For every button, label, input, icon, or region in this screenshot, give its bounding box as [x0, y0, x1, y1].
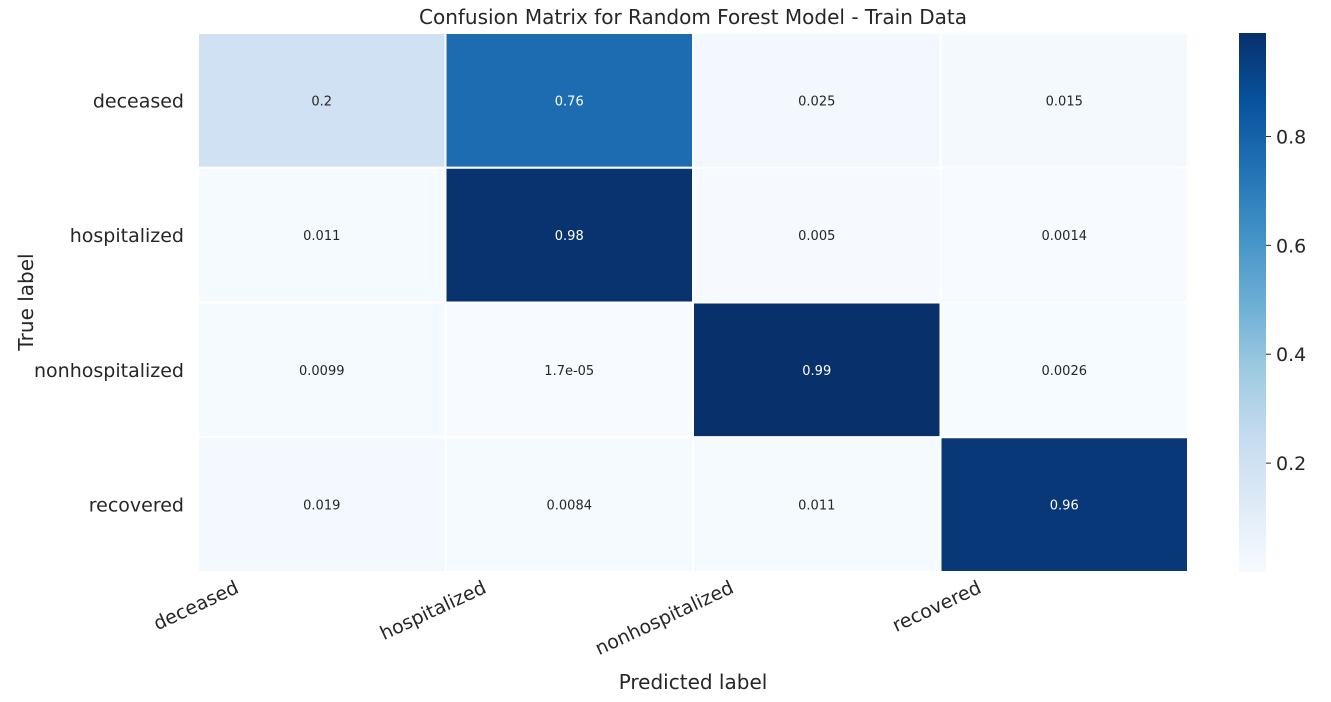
- x-tick-label: hospitalized: [377, 577, 490, 645]
- y-tick-label: hospitalized: [70, 225, 184, 247]
- y-tick-label: deceased: [93, 90, 184, 112]
- heatmap-cell: [939, 436, 1189, 573]
- cell-value-label: 0.015: [1046, 94, 1083, 109]
- x-tick-label: recovered: [889, 577, 985, 637]
- cell-value-label: 0.76: [555, 94, 584, 109]
- cell-value-label: 0.019: [303, 499, 340, 514]
- colorbar-gradient: [1239, 33, 1266, 572]
- cell-value-label: 0.005: [798, 229, 835, 244]
- cell-value-label: 0.011: [303, 229, 340, 244]
- colorbar-tick-label: 0.4: [1276, 344, 1306, 366]
- colorbar-tick-label: 0.2: [1276, 453, 1306, 475]
- cell-value-label: 0.2: [311, 94, 332, 109]
- heatmap-cell: [444, 166, 694, 304]
- heatmap-cell: [197, 166, 447, 304]
- cell-value-label: 1.7e-05: [544, 364, 594, 379]
- cell-value-label: 0.011: [798, 499, 835, 514]
- cell-value-label: 0.0099: [299, 364, 345, 379]
- heatmap-cell: [692, 32, 942, 169]
- heatmap-cell: [692, 436, 942, 573]
- cell-value-label: 0.0084: [547, 499, 593, 514]
- heatmap-cell: [444, 301, 694, 439]
- colorbar: 0.2 0.4 0.6 0.8: [1239, 33, 1306, 572]
- heatmap-cell: [444, 436, 694, 573]
- x-tick-label: deceased: [150, 577, 242, 635]
- heatmap-cell: [939, 32, 1189, 169]
- y-tick-labels: deceased hospitalized nonhospitalized recov…: [34, 90, 184, 516]
- x-axis-label: Predicted label: [619, 670, 768, 694]
- heatmap-cell: [939, 166, 1189, 304]
- cell-value-label: 0.98: [555, 229, 584, 244]
- heatmap-cell: [197, 436, 447, 573]
- y-axis-label: True label: [14, 253, 38, 351]
- heatmap-cells: 0.2 0.76 0.025 0.015 0.011 0.98 0.005 0.0014 0.0…: [197, 32, 1189, 573]
- x-tick-labels: deceased hospitalized nonhospitalized recov…: [150, 577, 984, 660]
- y-tick-label: nonhospitalized: [34, 360, 184, 382]
- chart-title: Confusion Matrix for Random Forest Model…: [419, 5, 967, 29]
- cell-value-label: 0.0026: [1042, 364, 1088, 379]
- cell-value-label: 0.025: [798, 94, 835, 109]
- heatmap-cell: [444, 32, 694, 169]
- heatmap-cell: [939, 301, 1189, 439]
- colorbar-tick-label: 0.8: [1276, 126, 1306, 148]
- cell-value-label: 0.0014: [1042, 229, 1088, 244]
- y-tick-label: recovered: [89, 495, 184, 517]
- cell-value-label: 0.99: [802, 364, 831, 379]
- heatmap-cell: [197, 32, 447, 169]
- colorbar-tick-label: 0.6: [1276, 235, 1306, 257]
- cell-value-label: 0.96: [1050, 499, 1079, 514]
- x-tick-label: nonhospitalized: [592, 577, 737, 660]
